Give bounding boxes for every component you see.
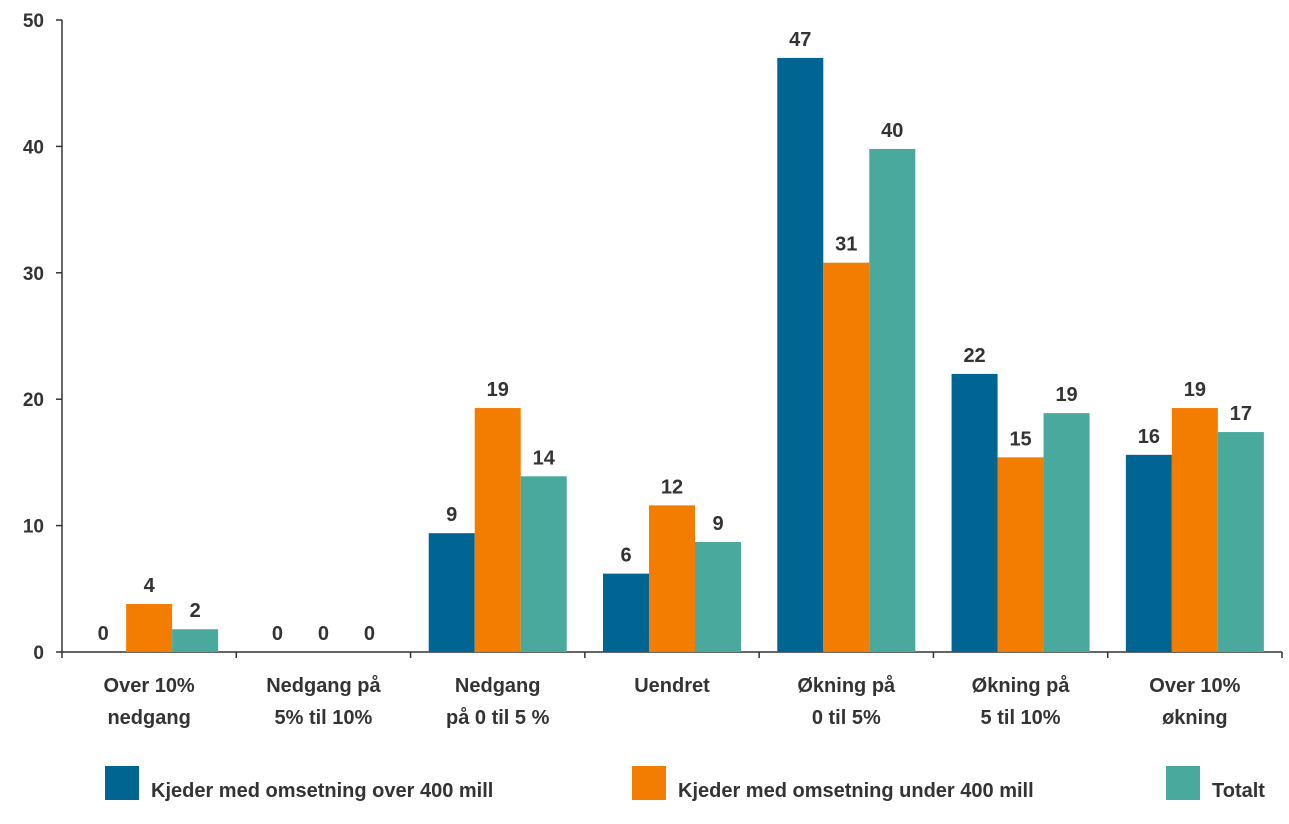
bar-data-label: 19 xyxy=(487,379,509,401)
legend: Kjeder med omsetning over 400 mill Kjeder… xyxy=(105,766,1265,802)
x-category-label-line: Over 10% xyxy=(104,675,195,697)
x-category-label-line: Over 10% xyxy=(1149,675,1240,697)
bar-data-label: 16 xyxy=(1138,426,1160,448)
data-labels: 0 4 2 0 0 0 9 19 14 6 12 9 47 31 40 22 15 19 16 19 17 xyxy=(98,29,1252,645)
bar-data-label: 12 xyxy=(661,476,683,498)
bar-data-label: 0 xyxy=(272,623,283,645)
bar-data-label: 4 xyxy=(144,575,156,597)
x-category-label: Nedgang på 5% til 10% xyxy=(266,674,381,729)
bar xyxy=(520,476,567,652)
bar xyxy=(649,505,695,652)
bar-data-label: 22 xyxy=(963,345,985,367)
y-tick-label: 0 xyxy=(33,643,44,664)
bar-data-label: 0 xyxy=(318,623,329,645)
y-tick-label: 30 xyxy=(23,264,44,285)
legend-swatch xyxy=(105,766,139,800)
y-tick-label: 40 xyxy=(23,137,44,158)
legend-swatch xyxy=(1166,766,1200,800)
x-category-label: Økning på 0 til 5% xyxy=(797,674,896,729)
bar-data-label: 6 xyxy=(620,545,631,567)
bar-data-label: 19 xyxy=(1184,379,1206,401)
bar-data-label: 40 xyxy=(881,120,903,142)
bar xyxy=(997,457,1044,652)
bar xyxy=(474,408,521,652)
bars xyxy=(126,57,1264,653)
x-category-label-line: Økning på xyxy=(972,674,1071,697)
x-category-label-line: 5% til 10% xyxy=(275,707,373,729)
y-tick-label: 10 xyxy=(23,517,44,538)
bar-data-label: 9 xyxy=(712,513,723,535)
legend-label: Kjeder med omsetning over 400 mill xyxy=(151,780,493,802)
bar xyxy=(869,148,916,653)
bar xyxy=(823,262,870,652)
x-category-label-line: Nedgang på xyxy=(266,674,381,697)
y-tick-label: 50 xyxy=(23,11,44,32)
bar xyxy=(1043,413,1090,652)
x-category-label-line: nedgang xyxy=(107,707,190,729)
bar xyxy=(1217,432,1264,652)
x-category-label: Økning på 5 til 10% xyxy=(972,674,1071,729)
x-category-label: Over 10% økning xyxy=(1149,675,1240,729)
x-category-label: Over 10% nedgang xyxy=(104,675,195,729)
bar xyxy=(603,573,649,652)
bar xyxy=(777,57,824,653)
x-category-label-line: 5 til 10% xyxy=(981,707,1061,729)
bar-data-label: 2 xyxy=(190,600,201,622)
x-category-label: Nedgang på 0 til 5 % xyxy=(446,675,550,729)
bar-data-label: 9 xyxy=(446,504,457,526)
bar xyxy=(1125,454,1172,652)
legend-label: Kjeder med omsetning under 400 mill xyxy=(678,780,1034,802)
bar-data-label: 0 xyxy=(98,623,109,645)
x-category-label-line: på 0 til 5 % xyxy=(446,706,550,729)
bar-data-label: 31 xyxy=(835,234,857,256)
x-category-label-line: 0 til 5% xyxy=(812,707,881,729)
bar-data-label: 47 xyxy=(789,29,811,51)
bar-data-label: 0 xyxy=(364,623,375,645)
bar-data-label: 17 xyxy=(1230,403,1252,425)
x-category-label-line: Nedgang xyxy=(455,675,541,697)
x-category-label-line: Uendret xyxy=(634,675,710,697)
bar-data-label: 19 xyxy=(1055,384,1077,406)
bar-data-label: 14 xyxy=(533,447,556,469)
x-category-label-line: økning xyxy=(1162,707,1228,729)
bar xyxy=(695,542,741,652)
bar xyxy=(126,603,173,652)
bar xyxy=(951,373,998,652)
legend-label: Totalt xyxy=(1212,780,1265,802)
bar xyxy=(428,533,475,652)
y-tick-label: 20 xyxy=(23,390,44,411)
x-category-label: Uendret xyxy=(634,675,710,697)
bar-data-label: 15 xyxy=(1009,428,1031,450)
bar xyxy=(1171,408,1218,652)
x-category-label-line: Økning på xyxy=(797,674,896,697)
legend-swatch xyxy=(632,766,666,800)
bar xyxy=(172,629,219,652)
